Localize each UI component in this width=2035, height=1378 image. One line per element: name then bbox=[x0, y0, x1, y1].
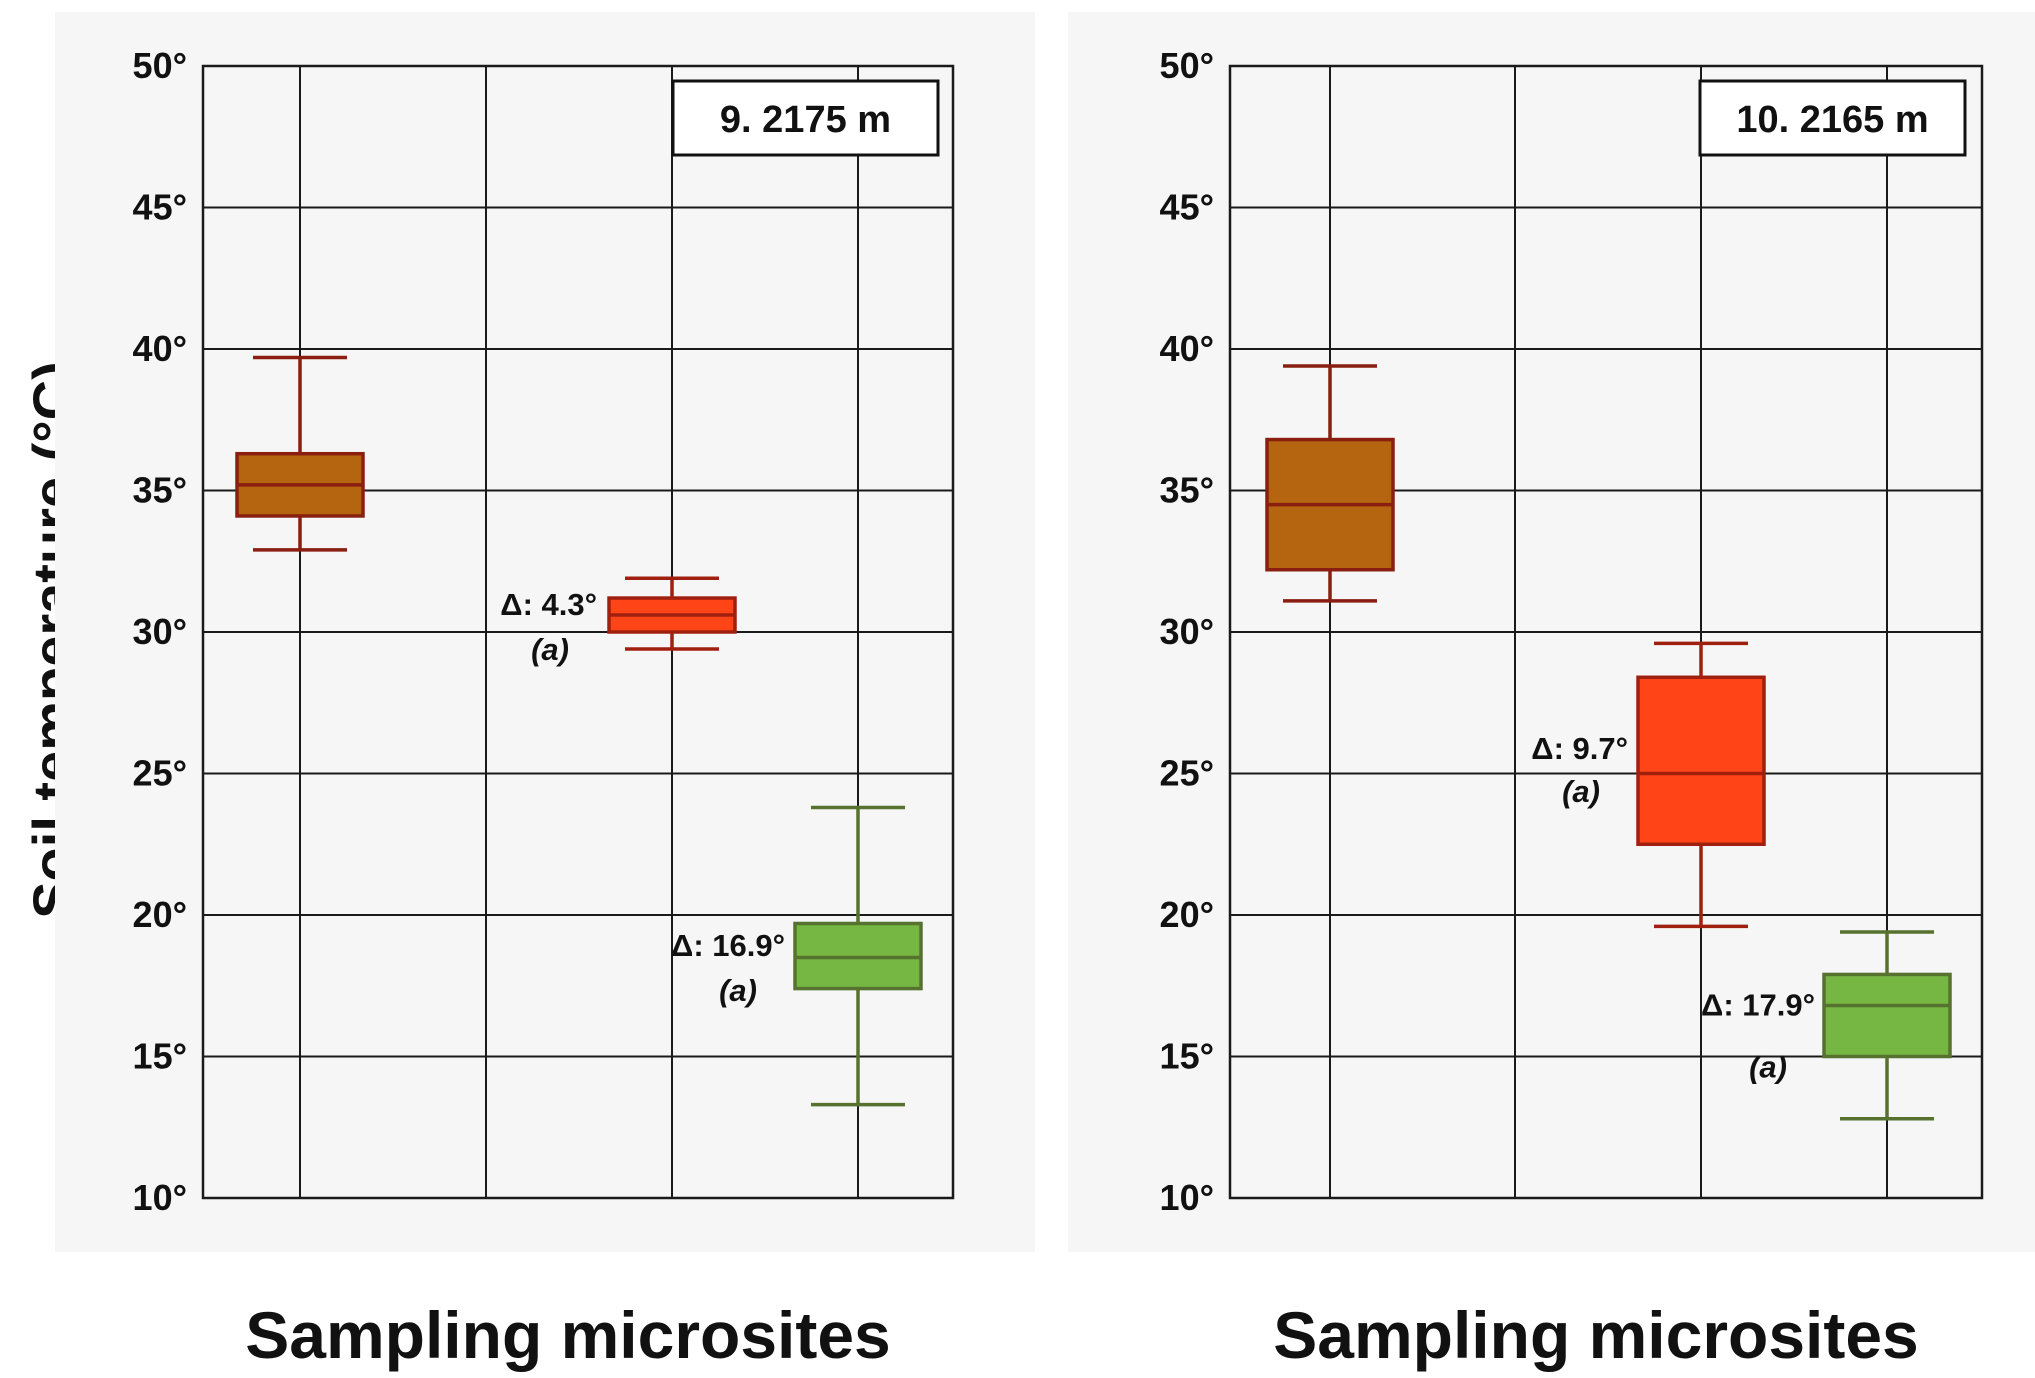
box-plot-1 bbox=[1636, 641, 1766, 929]
box-series bbox=[235, 355, 923, 1107]
y-tick-label: 50° bbox=[133, 45, 187, 86]
annotations: Δ: 9.7° (a) Δ: 17.9° (a) bbox=[1531, 731, 1815, 1085]
panel-title-box: 10. 2165 m bbox=[1698, 79, 1967, 157]
delta-annotation: Δ: 16.9° bbox=[671, 928, 785, 963]
chart-panel-2175m: 10°15°20°25°30°35°40°45°50° Δ: 4.3°(a)Δ:… bbox=[55, 12, 1035, 1372]
grid bbox=[1228, 64, 1984, 1200]
y-tick-label: 45° bbox=[1160, 187, 1214, 228]
delta-annotation: Δ: 4.3° bbox=[500, 587, 597, 622]
y-tick-label: 35° bbox=[133, 470, 187, 511]
delta-annotation: Δ: 17.9° bbox=[1701, 987, 1815, 1022]
annotations: Δ: 4.3° (a) Δ: 16.9° (a) bbox=[500, 587, 785, 1008]
box-plot-2 bbox=[1822, 930, 1952, 1121]
plot-frame bbox=[201, 64, 955, 1200]
delta-annotation: Δ: 9.7° bbox=[1531, 731, 1628, 766]
box-plot-0 bbox=[235, 355, 365, 552]
y-tick-label: 25° bbox=[133, 753, 187, 794]
box-iqr bbox=[1822, 972, 1952, 1059]
box-plot-1 bbox=[607, 576, 737, 651]
y-tick-label: 15° bbox=[133, 1036, 187, 1077]
y-tick-label: 15° bbox=[1160, 1036, 1214, 1077]
title-frame bbox=[671, 79, 940, 157]
y-tick-label: 35° bbox=[1160, 470, 1214, 511]
y-tick-label: 25° bbox=[1160, 753, 1214, 794]
plot-frame bbox=[1228, 64, 1984, 1200]
y-tick-label: 10° bbox=[133, 1177, 187, 1218]
title-frame bbox=[1698, 79, 1967, 157]
y-tick-label: 40° bbox=[1160, 328, 1214, 369]
y-tick-label: 30° bbox=[1160, 611, 1214, 652]
significance-annotation: (a) bbox=[719, 973, 757, 1008]
y-tick-labels: 10° 15° 20° 25° 30° 35° 40° 45° 50° bbox=[1160, 45, 1214, 1218]
box-plot-2 bbox=[793, 805, 923, 1107]
box-series bbox=[1265, 364, 1952, 1121]
box-iqr bbox=[1636, 675, 1766, 847]
significance-annotation: (a) bbox=[1749, 1049, 1787, 1084]
y-tick-label: 40° bbox=[133, 328, 187, 369]
box-plot-0 bbox=[1265, 364, 1395, 603]
y-tick-label: 20° bbox=[133, 894, 187, 935]
y-tick-label: 20° bbox=[1160, 894, 1214, 935]
panel-title: 10. 2165 m bbox=[1736, 99, 1928, 141]
y-tick-labels: 10° 15° 20° 25° 30° 35° 40° 45° 50° bbox=[133, 45, 187, 1218]
y-tick-label: 50° bbox=[1160, 45, 1214, 86]
y-tick-label: 45° bbox=[133, 187, 187, 228]
x-axis-label: Sampling microsites bbox=[1273, 1298, 1919, 1372]
x-axis-label: Sampling microsites bbox=[245, 1298, 891, 1372]
panel-title-box: 9. 2175 m bbox=[671, 79, 940, 157]
y-tick-label: 10° bbox=[1160, 1177, 1214, 1218]
y-tick-label: 30° bbox=[133, 611, 187, 652]
significance-annotation: (a) bbox=[531, 632, 569, 667]
significance-annotation: (a) bbox=[1562, 774, 1600, 809]
panel-title: 9. 2175 m bbox=[720, 99, 891, 141]
chart-panel-2165m: 10°15°20°25°30°35°40°45°50° Δ: 9.7°(a)Δ:… bbox=[1068, 12, 2035, 1372]
